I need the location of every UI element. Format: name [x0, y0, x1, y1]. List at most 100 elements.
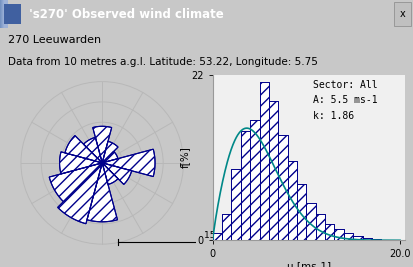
Bar [3, 0, 7, 28]
Bar [1, 0, 5, 28]
Bar [3, 0, 7, 28]
Bar [4, 0, 8, 28]
Bar [213, 233, 222, 240]
Bar [3, 0, 7, 28]
Bar [2, 0, 6, 28]
Bar [0, 0, 4, 28]
Polygon shape [65, 136, 102, 163]
Bar [3, 0, 7, 28]
Bar [3, 0, 7, 28]
Bar [2, 0, 6, 28]
Polygon shape [87, 163, 117, 222]
Bar [3, 0, 7, 28]
Polygon shape [102, 163, 118, 184]
Bar [0, 0, 5, 28]
Bar [3, 0, 7, 28]
Y-axis label: f[%]: f[%] [180, 147, 190, 168]
Bar [2, 0, 6, 28]
Bar [1, 0, 5, 28]
Bar [2, 0, 7, 28]
Polygon shape [102, 141, 118, 163]
Bar [306, 203, 316, 240]
Bar [3, 0, 7, 28]
Bar [4, 0, 8, 28]
Bar [0, 0, 5, 28]
Bar [0, 0, 5, 28]
X-axis label: u [ms-1]: u [ms-1] [287, 261, 331, 267]
Bar [3, 0, 7, 28]
Bar [0, 0, 4, 28]
Bar [0, 0, 5, 28]
Bar [1, 0, 5, 28]
Bar [335, 229, 344, 240]
Bar [2, 0, 6, 28]
Bar [3, 0, 7, 28]
Bar [4, 0, 8, 28]
Bar [4, 0, 8, 28]
Bar [278, 135, 287, 240]
Bar [1, 0, 5, 28]
Bar [363, 238, 372, 240]
Bar [2, 0, 7, 28]
Bar [3, 0, 7, 28]
Bar [0, 0, 4, 28]
Bar [363, 238, 372, 240]
Bar [4, 0, 8, 28]
Bar [2, 0, 6, 28]
Bar [2, 0, 7, 28]
Bar [0, 0, 5, 28]
Bar [325, 224, 335, 240]
Bar [1, 0, 5, 28]
Bar [4, 0, 8, 28]
Polygon shape [102, 149, 155, 176]
Bar [231, 169, 241, 240]
Bar [4, 0, 8, 28]
Bar [3, 0, 7, 28]
Bar [2, 0, 6, 28]
Bar [250, 120, 259, 240]
Bar [1, 0, 5, 28]
Bar [1, 0, 5, 28]
Bar [325, 224, 335, 240]
Polygon shape [102, 151, 118, 163]
Bar [0, 0, 4, 28]
Bar [4, 0, 8, 28]
Bar [3, 0, 7, 28]
Bar [1, 0, 5, 28]
Bar [231, 169, 241, 240]
Bar [1, 0, 6, 28]
Bar [3, 0, 7, 28]
Bar [2, 0, 7, 28]
Polygon shape [93, 126, 112, 163]
Bar [1, 0, 5, 28]
Bar [3, 0, 7, 28]
Bar [241, 131, 250, 240]
Bar [0, 0, 4, 28]
Bar [4, 0, 8, 28]
Bar [3, 0, 7, 28]
Text: 's270' Observed wind climate: 's270' Observed wind climate [25, 7, 223, 21]
Bar [4, 0, 8, 28]
Bar [4, 0, 8, 28]
Bar [316, 214, 325, 240]
Bar [241, 131, 250, 240]
Bar [2, 0, 6, 28]
Bar [1, 0, 5, 28]
Bar [213, 233, 222, 240]
Bar [4, 0, 8, 28]
Bar [278, 135, 287, 240]
Polygon shape [49, 163, 102, 202]
Bar [269, 101, 278, 240]
Polygon shape [83, 137, 102, 163]
Bar [1, 0, 5, 28]
Bar [1, 0, 5, 28]
Bar [2, 0, 6, 28]
Bar [1, 0, 5, 28]
Bar [3, 0, 7, 28]
Bar [2, 0, 6, 28]
Bar [2, 0, 7, 28]
Bar [344, 233, 353, 240]
Bar [2, 0, 6, 28]
Bar [2, 0, 7, 28]
Bar [3, 0, 7, 28]
